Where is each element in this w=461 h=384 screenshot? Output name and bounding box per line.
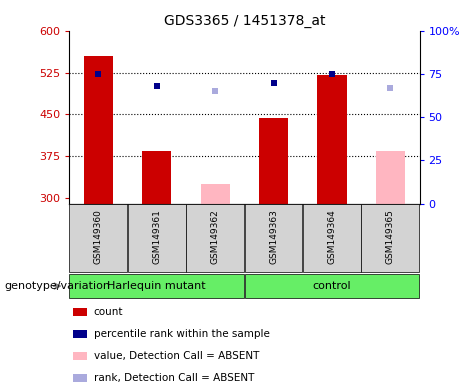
Bar bbox=[259, 118, 288, 204]
Bar bbox=[245, 274, 419, 298]
Bar bbox=[201, 184, 230, 204]
Bar bbox=[376, 151, 405, 204]
Text: value, Detection Call = ABSENT: value, Detection Call = ABSENT bbox=[94, 351, 259, 361]
Text: GSM149360: GSM149360 bbox=[94, 209, 103, 264]
Text: control: control bbox=[313, 281, 351, 291]
Bar bbox=[245, 204, 302, 272]
Bar bbox=[73, 330, 87, 338]
Bar bbox=[186, 204, 244, 272]
Bar bbox=[303, 204, 361, 272]
Text: genotype/variation: genotype/variation bbox=[5, 281, 111, 291]
Bar bbox=[361, 204, 419, 272]
Text: GSM149364: GSM149364 bbox=[327, 209, 337, 264]
Text: GSM149361: GSM149361 bbox=[152, 209, 161, 264]
Bar bbox=[142, 151, 171, 204]
Text: count: count bbox=[94, 307, 123, 317]
Text: GSM149363: GSM149363 bbox=[269, 209, 278, 264]
Title: GDS3365 / 1451378_at: GDS3365 / 1451378_at bbox=[164, 14, 325, 28]
Bar bbox=[317, 75, 347, 204]
Text: percentile rank within the sample: percentile rank within the sample bbox=[94, 329, 270, 339]
Text: GSM149365: GSM149365 bbox=[386, 209, 395, 264]
Bar bbox=[84, 56, 113, 204]
Text: rank, Detection Call = ABSENT: rank, Detection Call = ABSENT bbox=[94, 373, 254, 383]
Bar bbox=[70, 274, 244, 298]
Bar bbox=[73, 374, 87, 382]
Text: GSM149362: GSM149362 bbox=[211, 209, 219, 264]
Bar bbox=[73, 308, 87, 316]
Bar bbox=[70, 204, 127, 272]
Bar bbox=[128, 204, 186, 272]
Bar bbox=[73, 352, 87, 360]
Text: Harlequin mutant: Harlequin mutant bbox=[107, 281, 206, 291]
